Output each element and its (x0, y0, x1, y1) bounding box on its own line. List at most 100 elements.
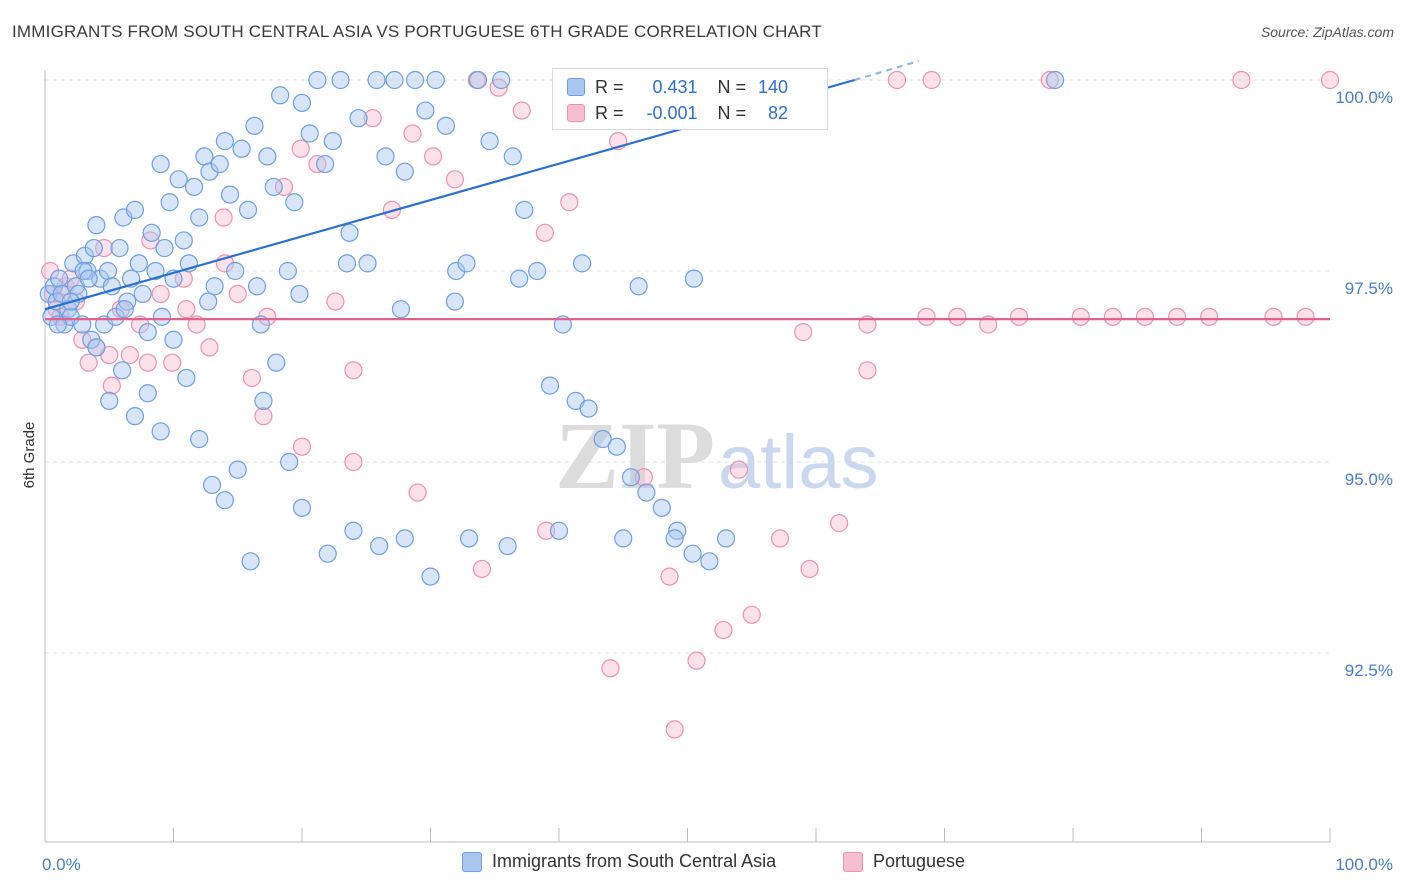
scatter-point (174, 231, 193, 250)
scatter-point (537, 521, 556, 540)
scatter-point (155, 238, 174, 258)
scatter-point (337, 254, 357, 273)
scatter-point (447, 261, 466, 281)
scatter-point (344, 452, 363, 472)
scatter-point (95, 238, 114, 258)
scatter-point (480, 132, 499, 151)
legend-item-south-central-asia[interactable]: Immigrants from South Central Asia (462, 851, 776, 872)
scatter-point (665, 529, 684, 548)
scatter-point (190, 208, 209, 227)
scatter-point (684, 269, 704, 288)
scatter-point (242, 368, 261, 388)
scatter-point (177, 368, 196, 388)
scatter-point (84, 238, 103, 258)
scatter-point (151, 284, 170, 304)
scatter-point (210, 154, 229, 174)
scatter-point (228, 460, 247, 479)
scatter-point (742, 605, 761, 624)
scatter-point (1009, 307, 1029, 326)
scatter-point (190, 429, 209, 449)
scatter-point (344, 361, 363, 380)
scatter-point (184, 177, 204, 197)
scatter-point (141, 231, 160, 250)
stats-swatch-blue (567, 78, 585, 96)
scatter-point (292, 437, 312, 456)
stats-swatch-pink (567, 104, 585, 122)
watermark-atlas: atlas (718, 420, 879, 505)
scatter-point (214, 208, 233, 227)
stats-r-value: 0.431 (652, 76, 698, 97)
scatter-point (258, 307, 277, 326)
scatter-point (151, 422, 170, 441)
scatter-point (408, 483, 427, 502)
scatter-point (1232, 70, 1251, 90)
scatter-point (323, 132, 342, 151)
stats-r-value: -0.001 (646, 102, 698, 123)
scatter-point (226, 261, 245, 281)
stats-r-label: R = (595, 76, 624, 97)
scatter-point (540, 376, 560, 395)
scatter-point (634, 468, 653, 487)
scatter-point (87, 216, 106, 235)
scatter-point (254, 391, 273, 410)
scatter-point (1320, 70, 1340, 90)
scatter-point (50, 269, 69, 288)
scatter-point (683, 544, 702, 563)
scatter-point (160, 193, 179, 212)
scatter-point (472, 559, 491, 579)
scatter-point (794, 323, 813, 342)
scatter-point (138, 384, 157, 403)
scatter-point (163, 353, 182, 372)
scatter-point (258, 147, 277, 166)
scatter-point (112, 361, 132, 380)
watermark: ZIP atlas (555, 402, 879, 509)
stats-r-label: R = (595, 102, 624, 123)
scatter-point (370, 536, 389, 556)
scatter-point (142, 223, 161, 242)
scatter-point (367, 70, 386, 90)
scatter-point (445, 292, 465, 311)
scatter-point (426, 70, 445, 90)
scatter-point (318, 544, 337, 563)
scatter-point (1103, 307, 1122, 326)
scatter-point (729, 460, 749, 479)
y-tick-label: 97.5% (1345, 279, 1393, 298)
y-tick-label: 92.5% (1345, 661, 1393, 680)
chart-title: IMMIGRANTS FROM SOUTH CENTRAL ASIA VS PO… (12, 22, 822, 41)
scatter-point (660, 567, 679, 586)
scatter-point (528, 261, 547, 281)
scatter-point (138, 353, 157, 372)
scatter-point (510, 269, 529, 288)
trend-line-extension (854, 59, 920, 82)
scatter-point (300, 124, 319, 143)
scatter-point (164, 330, 183, 349)
scatter-point (215, 132, 234, 151)
scatter-point (687, 651, 706, 670)
scatter-point (120, 345, 139, 365)
scatter-point (220, 185, 240, 204)
stats-n-value: 140 (757, 76, 789, 97)
scatter-point (770, 529, 790, 548)
scatter-point (652, 498, 671, 517)
scatter-point (621, 468, 641, 487)
scatter-point (110, 238, 129, 258)
tick-labels: 92.5% 95.0% 97.5% 100.0% 0.0% 100.0% (42, 88, 1393, 874)
scatter-point (1296, 307, 1315, 326)
scatter-point (115, 300, 134, 319)
scatter-point (948, 307, 967, 326)
scatter-point (232, 139, 251, 158)
scatter-point (579, 399, 598, 418)
scatter-point (271, 86, 290, 105)
scatter-point (291, 139, 310, 158)
scatter-point (340, 223, 359, 242)
legend-item-portuguese[interactable]: Portuguese (843, 851, 965, 872)
scatter-point (416, 101, 435, 120)
scatter-point (573, 254, 592, 273)
scatter-point (512, 101, 531, 120)
scatter-point (215, 491, 234, 510)
legend-label: Portuguese (873, 851, 966, 871)
scatter-point (468, 70, 488, 90)
y-axis-label: 6th Grade (21, 422, 38, 489)
scatter-point (716, 529, 736, 548)
